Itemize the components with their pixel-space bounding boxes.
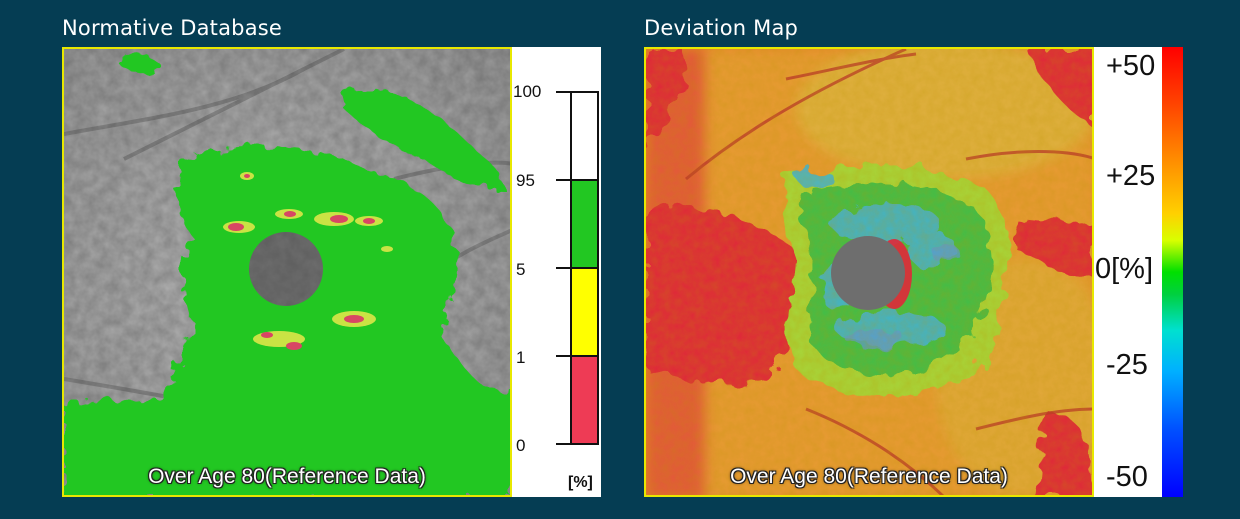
deviation-legend: +50 +25 0[%] -25 -50 [1094,47,1183,497]
legend-tick-minus50: -50 [1106,461,1148,493]
normative-legend: 100 95 5 1 0 [%] [512,47,601,497]
normative-database-title: Normative Database [62,16,283,40]
legend-tick-plus50: +50 [1106,50,1156,82]
normative-map-image [64,49,510,495]
legend-tick-0: 0 [516,436,526,455]
legend-tick-5: 5 [516,260,526,279]
legend-tick-95: 95 [516,171,535,190]
deviation-map-image [646,49,1092,495]
legend-unit: [%] [568,474,593,491]
deviation-color-bar [1162,47,1183,497]
band-0-1 [570,355,599,445]
band-5-95 [570,179,599,269]
deviation-map-title: Deviation Map [644,16,799,40]
legend-tick-zero: 0[%] [1095,253,1154,285]
legend-tick-100: 100 [513,82,542,101]
normative-database-map[interactable]: Over Age 80(Reference Data) [62,47,512,497]
reference-data-label: Over Age 80(Reference Data) [148,465,426,488]
band-1-5 [570,267,599,357]
band-95-100 [570,91,599,181]
legend-axis [556,91,599,445]
legend-tick-1: 1 [516,348,526,367]
legend-tick-minus25: -25 [1106,349,1148,381]
legend-tick-plus25: +25 [1106,160,1156,192]
deviation-map[interactable]: Over Age 80(Reference Data) [644,47,1094,497]
reference-data-label-right: Over Age 80(Reference Data) [730,465,1008,488]
